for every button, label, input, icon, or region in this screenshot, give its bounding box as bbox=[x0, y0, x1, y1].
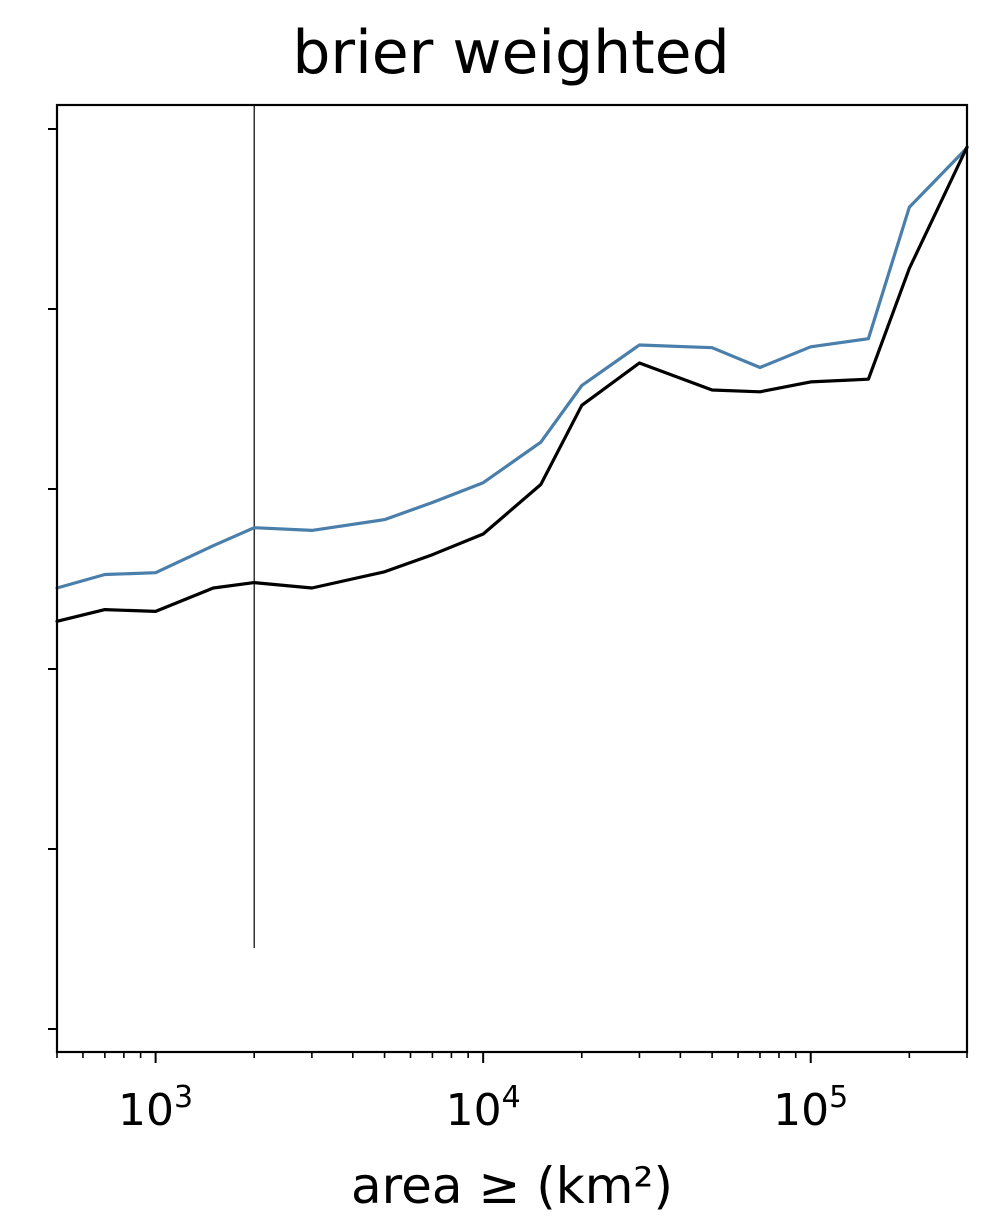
axes-layer: 103 104 105 bbox=[48, 103, 969, 1136]
x-tick-label: 105 bbox=[773, 1080, 848, 1136]
x-tick-label: 104 bbox=[446, 1080, 521, 1136]
series-layer bbox=[55, 145, 969, 623]
series-line-2 bbox=[55, 145, 969, 623]
x-tick-label: 103 bbox=[118, 1080, 193, 1136]
series-line-1 bbox=[55, 146, 969, 590]
chart-title: brier weighted bbox=[292, 18, 730, 88]
x-axis-label: area ≥ (km²) bbox=[351, 1157, 673, 1215]
axes-frame bbox=[55, 103, 969, 1054]
